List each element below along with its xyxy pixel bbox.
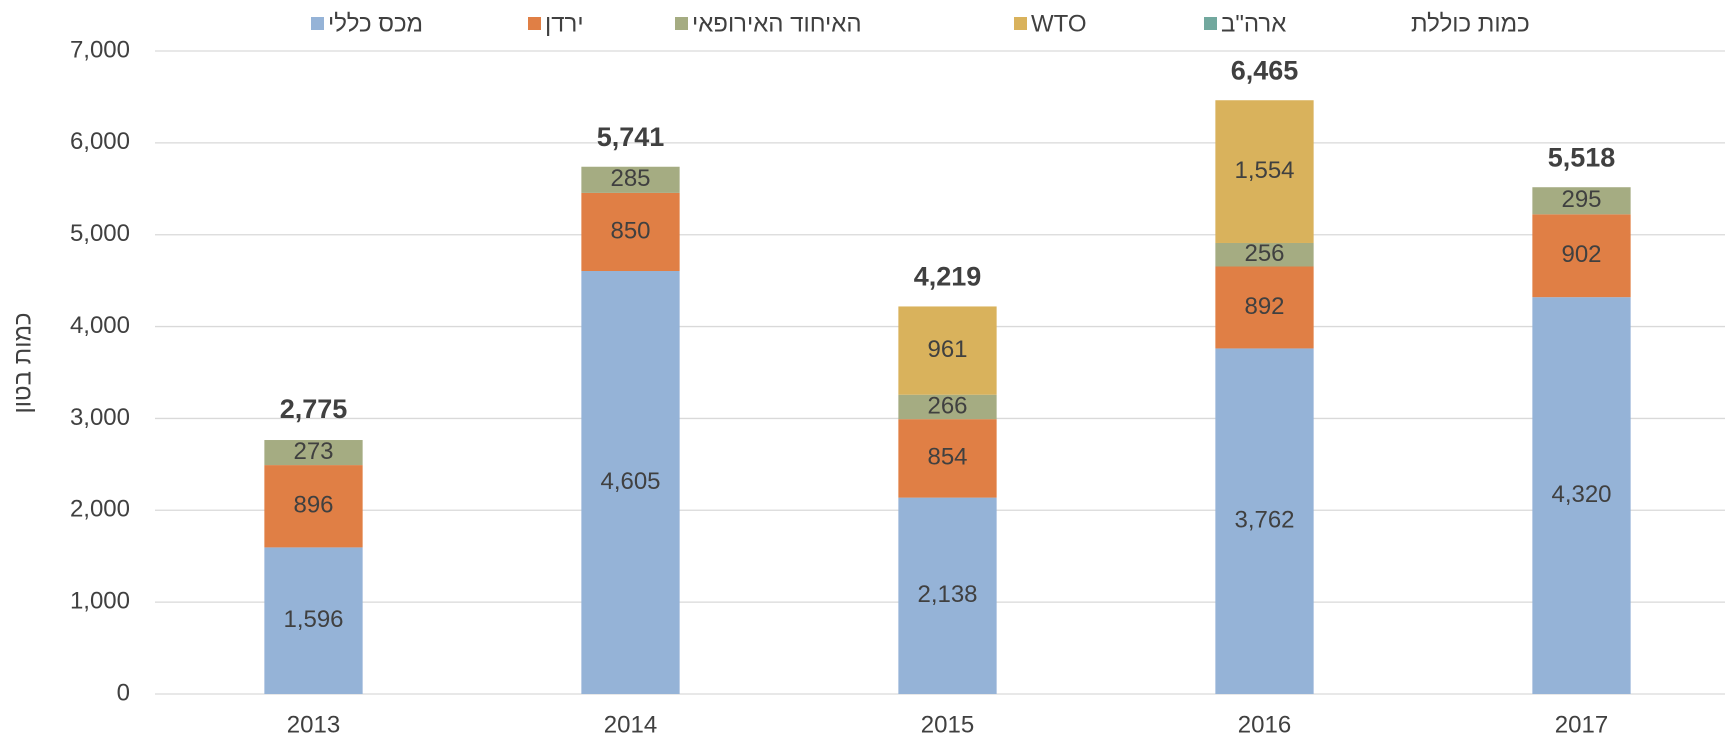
y-tick-label: 3,000 <box>70 404 130 431</box>
total-label: 5,518 <box>1548 142 1616 172</box>
data-label: 285 <box>610 165 650 192</box>
data-label: 295 <box>1561 186 1601 213</box>
y-tick-label: 2,000 <box>70 496 130 523</box>
bar-segment <box>581 166 680 193</box>
data-label: 4,320 <box>1551 481 1611 508</box>
bar-segment <box>1215 242 1314 267</box>
data-label: 256 <box>1244 240 1284 267</box>
total-label: 5,741 <box>597 122 665 152</box>
data-label: 2,138 <box>917 581 977 608</box>
x-tick-label: 2017 <box>1555 711 1608 738</box>
bar-segment <box>898 497 997 694</box>
x-tick-label: 2013 <box>287 711 340 738</box>
x-tick-label: 2015 <box>921 711 974 738</box>
data-label: 266 <box>927 392 967 419</box>
legend-swatch <box>311 17 324 30</box>
bar-segment <box>581 192 680 271</box>
bar-segment <box>1215 348 1314 694</box>
bar-segment <box>264 547 363 694</box>
legend-swatch <box>1014 17 1027 30</box>
y-tick-label: 7,000 <box>70 36 130 63</box>
bar-segment <box>1532 297 1631 694</box>
legend-label: ירדן <box>545 10 584 37</box>
legend-label: מכס כללי <box>328 10 423 37</box>
legend-label: כמות כוללת <box>1411 10 1530 37</box>
bar-segment <box>1532 214 1631 298</box>
data-label: 892 <box>1244 293 1284 320</box>
bar-segment <box>1532 187 1631 215</box>
data-label: 4,605 <box>600 468 660 495</box>
bar-segment <box>898 306 997 395</box>
data-label: 1,596 <box>283 606 343 633</box>
y-tick-label: 4,000 <box>70 312 130 339</box>
legend-label: האיחוד האירופאי <box>692 10 862 37</box>
legend-swatch <box>1204 17 1217 30</box>
legend-label: ארה"ב <box>1221 10 1286 37</box>
x-tick-label: 2014 <box>604 711 657 738</box>
data-label: 273 <box>293 438 333 465</box>
data-label: 850 <box>610 217 650 244</box>
data-label: 854 <box>927 444 967 471</box>
data-label: 902 <box>1561 241 1601 268</box>
data-label: 896 <box>293 492 333 519</box>
y-tick-label: 1,000 <box>70 587 130 614</box>
bar-segment <box>1215 266 1314 349</box>
y-axis-title: כמות בטון <box>9 312 36 413</box>
bar-segment <box>898 419 997 498</box>
legend-label: WTO <box>1031 10 1087 37</box>
y-tick-label: 5,000 <box>70 220 130 247</box>
bar-segment <box>1215 100 1314 243</box>
bar-segment <box>581 270 680 694</box>
data-label: 961 <box>927 336 967 363</box>
x-tick-label: 2016 <box>1238 711 1291 738</box>
bar-segment <box>264 465 363 548</box>
y-tick-label: 6,000 <box>70 128 130 155</box>
legend-swatch <box>528 17 541 30</box>
total-label: 6,465 <box>1231 55 1299 85</box>
data-label: 3,762 <box>1234 507 1294 534</box>
legend-swatch <box>675 17 688 30</box>
total-label: 2,775 <box>280 394 348 424</box>
y-tick-label: 0 <box>117 679 130 706</box>
bar-segment <box>898 394 997 420</box>
bar-segment <box>264 440 363 466</box>
total-label: 4,219 <box>914 262 982 292</box>
data-label: 1,554 <box>1234 157 1294 184</box>
